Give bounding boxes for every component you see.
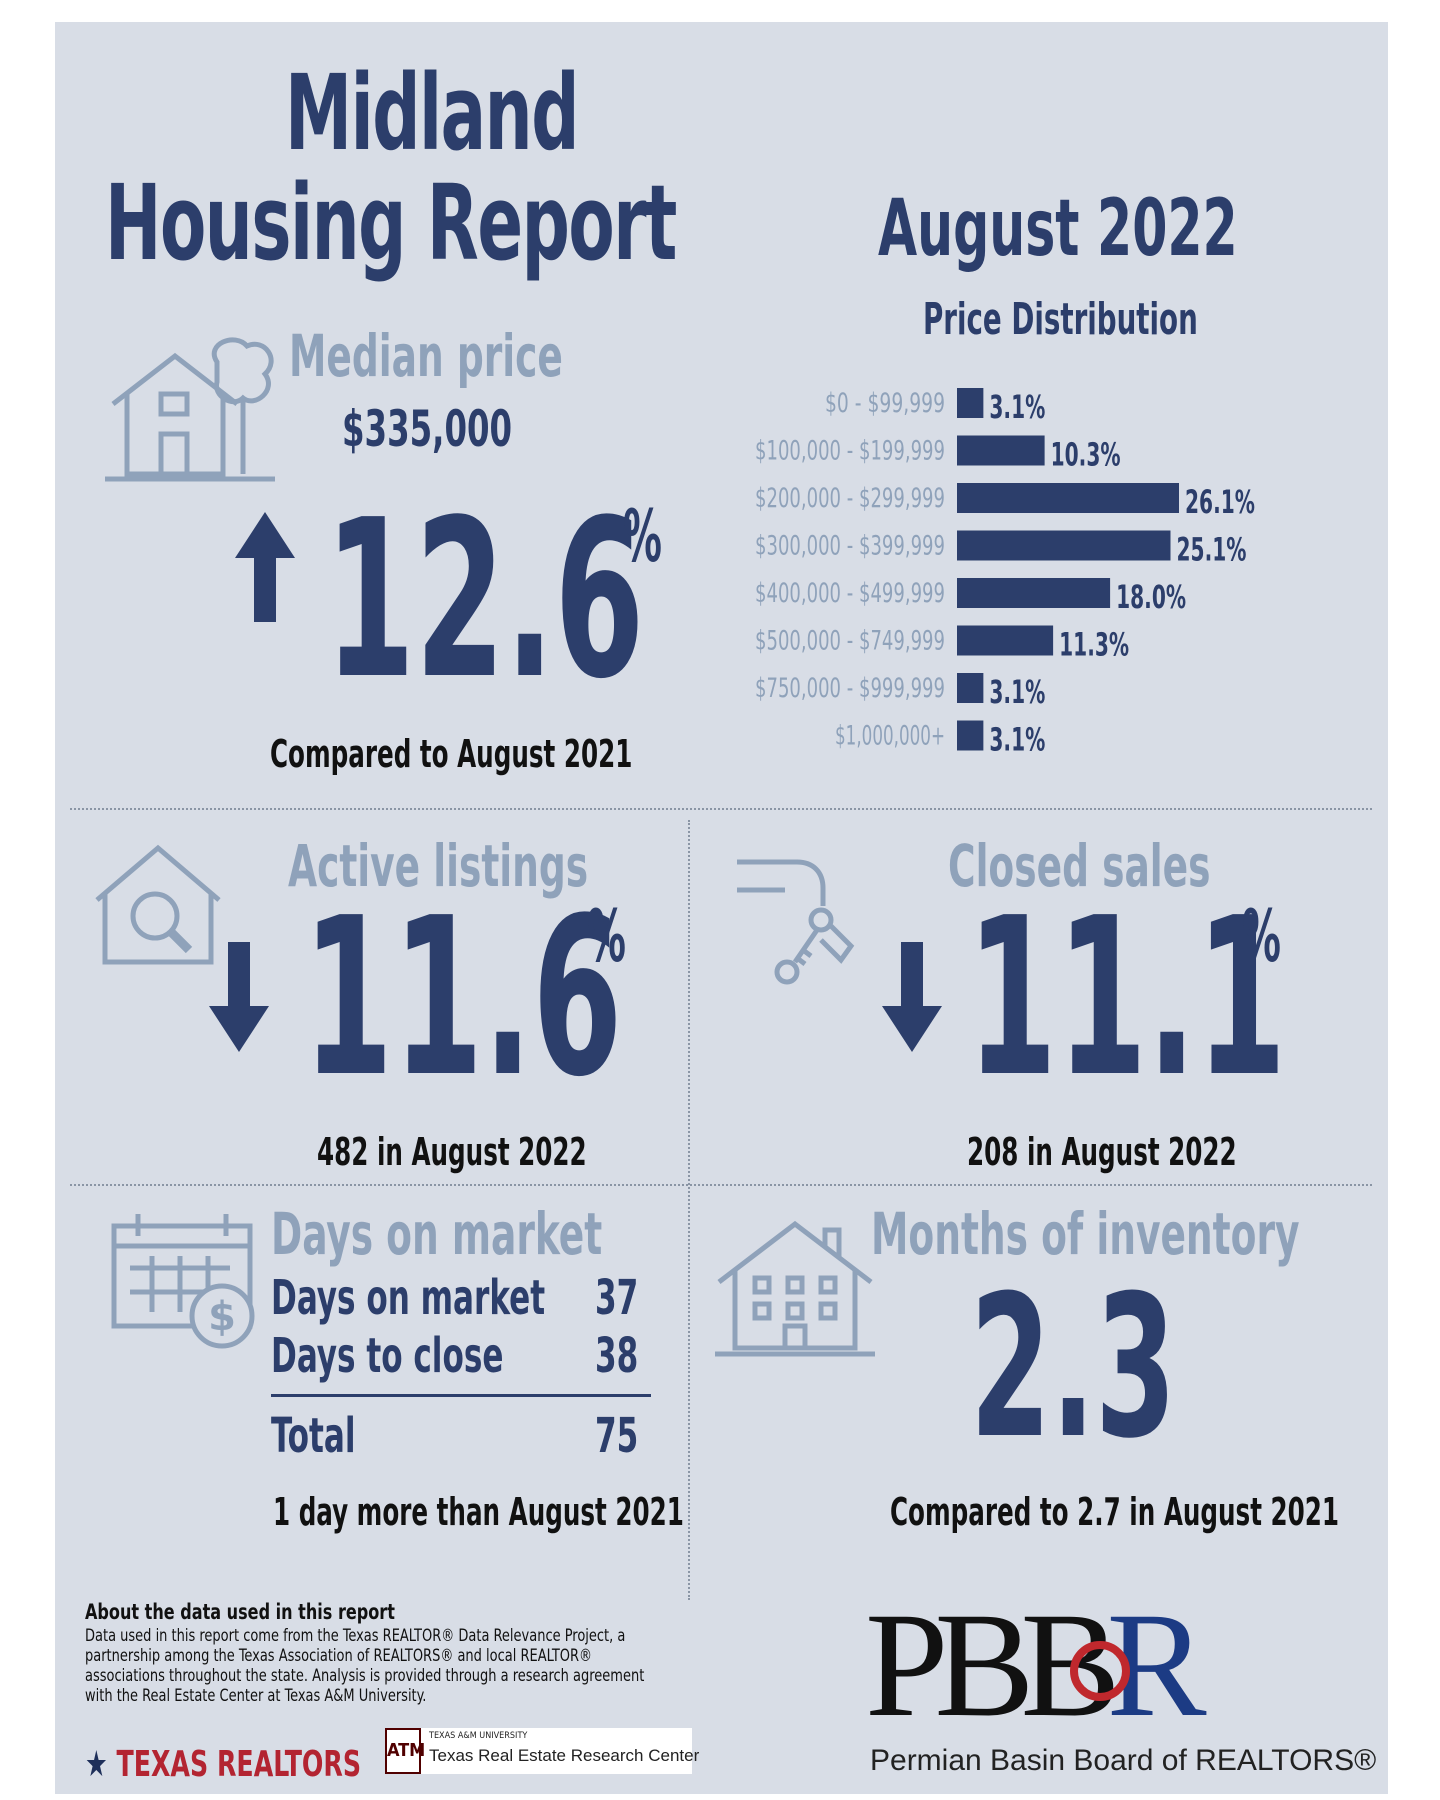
bar [957,388,984,418]
category-label: $300,000 - $399,999 [755,531,945,562]
value-label: 18.0% [1116,578,1186,616]
price-distribution-chart: $0 - $99,999 3.1% $100,000 - $199,999 10.3%… [755,388,1255,759]
bar [957,483,1179,513]
category-label: $1,000,000+ [835,721,945,752]
closed-sales-title: Closed sales [948,832,1211,900]
category-label: $400,000 - $499,999 [755,578,945,609]
title-line2: Housing Report [105,162,677,284]
bar [957,530,1171,561]
median-price-title: Median price [289,322,563,390]
about-heading: About the data used in this report [85,1600,395,1624]
median-price-caption: Compared to August 2021 [270,732,633,776]
months-of-inventory-title: Months of inventory [871,1200,1300,1268]
arrow-up-icon [235,512,295,622]
house-search-icon [95,844,221,965]
closed-sales-caption: 208 in August 2022 [967,1130,1237,1174]
dollar-sign-icon: $ [208,1294,236,1340]
category-label: $200,000 - $299,999 [755,483,945,514]
total-value: 75 [595,1408,639,1464]
pbbr-ring-icon [1070,1641,1130,1701]
tamu-name-text: Texas Real Estate Research Center [429,1746,700,1765]
hand-key-icon [737,859,855,985]
median-price-value: $335,000 [342,400,513,458]
value-label: 26.1% [1185,483,1255,521]
days-on-market-caption: 1 day more than August 2021 [273,1490,684,1534]
bar [957,578,1111,608]
divider-horizontal-2 [70,1184,1372,1186]
arrow-down-icon [882,942,942,1052]
chart-title: Price Distribution [923,294,1198,345]
about-body: Data used in this report come from the T… [85,1626,645,1706]
months-of-inventory-value: 2.3 [970,1254,1177,1482]
dtc-row-label: Days to close [271,1328,504,1384]
total-label: Total [271,1408,356,1464]
divider-vertical [688,820,690,1600]
tamu-small-text: TEXAS A&M UNIVERSITY [429,1731,528,1741]
category-label: $750,000 - $999,999 [755,673,945,704]
value-label: 3.1% [989,388,1045,426]
dom-row-label: Days on market [271,1270,546,1326]
value-label: 3.1% [989,721,1045,759]
tr-mark-icon: ★ [85,1744,108,1785]
category-label: $0 - $99,999 [825,388,945,419]
category-label: $100,000 - $199,999 [755,436,945,467]
building-icon [715,1220,875,1357]
median-price-change: 12.6 [325,474,645,727]
category-label: $500,000 - $749,999 [755,626,945,657]
bar [957,673,984,703]
divider-horizontal-1 [70,808,1372,810]
active-listings-unit: % [587,894,626,978]
pbbr-logo: PBBR [865,1582,1207,1748]
title-line1: Midland [285,52,579,174]
active-listings-change: 11.6 [303,872,623,1125]
dtc-row-value: 38 [595,1328,639,1384]
active-listings-caption: 482 in August 2022 [317,1130,587,1174]
bar [957,625,1054,656]
atm-icon: ATM [385,1728,425,1774]
closed-sales-change: 11.1 [967,872,1287,1125]
closed-sales-unit: % [1242,894,1281,978]
report-month: August 2022 [878,184,1238,274]
value-label: 25.1% [1176,531,1246,569]
value-label: 10.3% [1051,436,1121,474]
median-price-unit: % [623,494,662,578]
calendar-dollar-icon: $ [111,1214,255,1349]
total-rule [271,1394,651,1397]
active-listings-title: Active listings [288,832,589,900]
arrow-down-icon [209,942,269,1052]
days-on-market-title: Days on market [271,1200,603,1268]
pbbr-mark: PBBR [865,1582,1207,1748]
value-label: 11.3% [1059,626,1129,664]
texas-realtors-logo: ★ TEXAS REALTORS [85,1744,361,1785]
bar [957,720,984,751]
tamu-logo: ATM TEXAS A&M UNIVERSITY Texas Real Esta… [385,1728,699,1774]
bar [957,435,1045,466]
pbbr-name: Permian Basin Board of REALTORS® [870,1744,1377,1777]
value-label: 3.1% [989,673,1045,711]
texas-realtors-text: TEXAS REALTORS [116,1744,362,1785]
months-of-inventory-caption: Compared to 2.7 in August 2021 [890,1490,1340,1534]
house-tree-icon [105,337,275,482]
report-sheet: Midland Housing Report August 2022 Media… [55,22,1388,1794]
dom-row-value: 37 [595,1270,639,1326]
